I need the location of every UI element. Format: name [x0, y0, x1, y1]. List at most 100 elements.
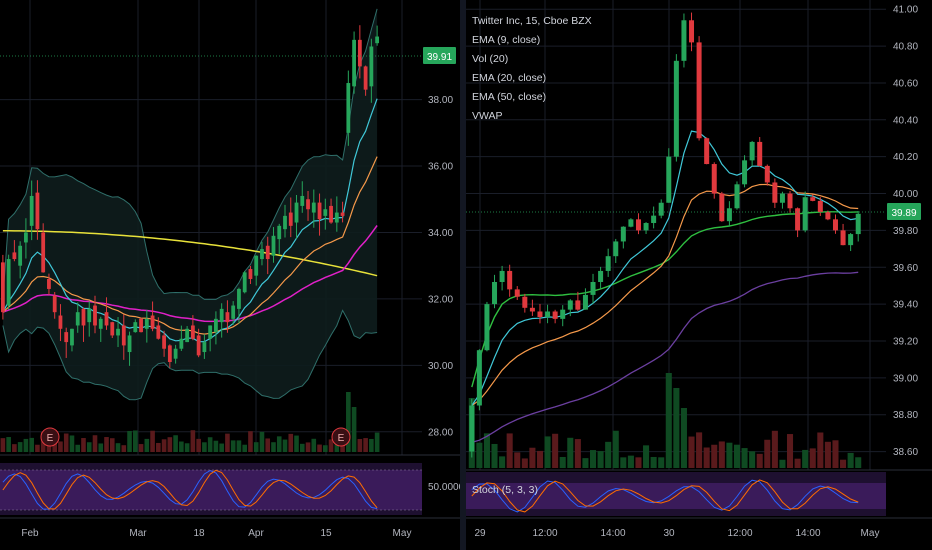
volume-bar [824, 441, 831, 468]
candle [306, 191, 310, 221]
volume-bar [17, 442, 23, 452]
candle-body [208, 325, 213, 339]
time-tick-label: 12:00 [532, 528, 557, 539]
candle-body [560, 309, 566, 319]
time-tick-label: Apr [248, 528, 264, 539]
candle-body [35, 192, 40, 230]
volume-bar [673, 388, 680, 468]
volume-bar [688, 436, 695, 468]
candle [719, 191, 725, 222]
candle [795, 207, 801, 238]
volume-bar [138, 444, 144, 452]
candle [271, 227, 276, 263]
right-last-price-badge [887, 203, 921, 220]
candle [35, 180, 40, 240]
candle [47, 273, 51, 295]
price-tick-label: 40.80 [893, 42, 918, 53]
candle [98, 316, 103, 342]
volume-bar [288, 433, 294, 452]
legend-title[interactable]: Twitter Inc, 15, Cboe BZX [472, 15, 592, 27]
legend-study-ema50[interactable]: EMA (50, close) [472, 91, 546, 103]
candle [133, 319, 138, 333]
volume-bar [643, 445, 650, 468]
candle-body [840, 230, 846, 246]
volume-bar [582, 458, 589, 468]
candle-body [598, 270, 604, 282]
candle-body [64, 332, 69, 343]
price-tick-label: 34.00 [428, 228, 453, 239]
volume-bar [219, 443, 224, 452]
volume-bar [311, 438, 317, 452]
candle [70, 328, 74, 352]
candle [0, 254, 5, 320]
candle-body [110, 322, 115, 336]
candle-body [817, 200, 823, 212]
volume-bar [276, 436, 282, 452]
volume-bar [6, 437, 11, 452]
volume-bar [847, 452, 854, 468]
volume-bar [718, 441, 725, 468]
candle [673, 54, 679, 162]
left-stoch-lines [2, 469, 378, 510]
candle-body [476, 350, 482, 406]
candle-body [742, 160, 748, 185]
volume-bar [741, 448, 748, 468]
candle-body [12, 252, 17, 260]
candle-body [848, 234, 854, 246]
volume-bar [589, 450, 597, 468]
legend-study-vol[interactable]: Vol (20) [472, 53, 508, 65]
volume-bar [771, 430, 778, 468]
volume-bar [574, 439, 581, 468]
ema20-line [471, 183, 859, 406]
candle [855, 210, 861, 242]
time-tick-label: 30 [663, 528, 675, 539]
price-tick-label: 39.20 [893, 336, 918, 347]
candle [75, 302, 80, 333]
candle [848, 233, 854, 252]
candle [507, 264, 513, 297]
volume-bar [0, 438, 6, 452]
earnings-marker-label: E [338, 433, 345, 444]
candle [764, 164, 770, 186]
volume-bar [612, 430, 619, 468]
candle-body [294, 202, 299, 223]
volume-bar [317, 444, 322, 452]
volume-bar [832, 440, 839, 468]
candle [772, 178, 778, 208]
legend-study-ema20[interactable]: EMA (20, close) [472, 72, 546, 84]
price-tick-label: 38.60 [893, 447, 918, 458]
volume-bar [58, 441, 63, 452]
candle [658, 199, 664, 219]
volume-bar [764, 439, 771, 468]
candle-body [666, 156, 672, 203]
legend-study-vwap[interactable]: VWAP [472, 110, 503, 122]
candle [144, 309, 149, 343]
time-tick-label: 15 [320, 528, 332, 539]
candle [139, 317, 143, 333]
candle-body [334, 212, 339, 223]
price-tick-label: 40.00 [893, 189, 918, 200]
right-price-axis[interactable] [886, 0, 932, 470]
price-tick-label: 40.20 [893, 152, 918, 163]
left-price-axis[interactable] [422, 0, 460, 455]
earnings-marker-circle [331, 427, 351, 447]
candle [196, 328, 201, 358]
candle [499, 265, 505, 291]
volume-bar [809, 448, 816, 468]
legend-study-ema9[interactable]: EMA (9, close) [472, 34, 540, 46]
right-stoch-label[interactable]: Stoch (5, 3, 3) [472, 484, 538, 496]
candle [29, 180, 34, 241]
candle-body [317, 202, 322, 220]
candle-body [116, 328, 120, 336]
pane-divider[interactable] [460, 0, 466, 550]
volume-bar [703, 447, 710, 468]
candle [208, 325, 213, 352]
volume-bar [374, 432, 380, 452]
candle [277, 223, 282, 255]
price-tick-label: 40.60 [893, 78, 918, 89]
candle [346, 70, 351, 146]
right-time-ticks: 29 12:00 14:00 30 12:00 14:00 May [474, 528, 879, 539]
right-legend: Twitter Inc, 15, Cboe BZX EMA (9, close)… [472, 15, 592, 122]
candle-body [537, 311, 543, 318]
